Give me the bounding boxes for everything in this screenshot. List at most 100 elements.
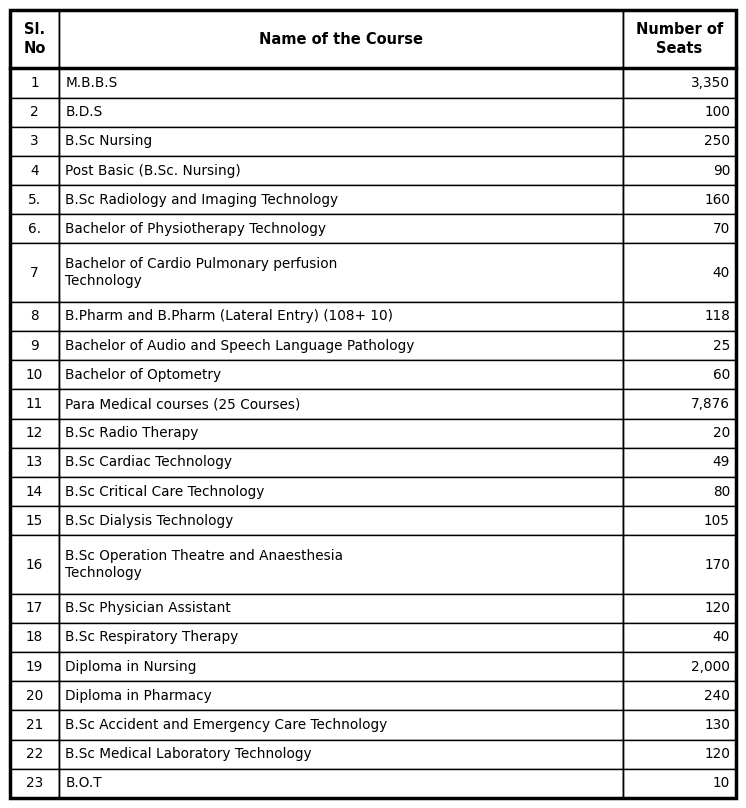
Bar [623,302,736,331]
Text: 11: 11 [26,397,43,411]
Bar [623,681,736,710]
Bar [60,739,623,769]
Text: 160: 160 [704,192,730,207]
Text: 20: 20 [712,426,730,440]
Bar [623,506,736,536]
Bar [60,448,623,477]
Bar [10,769,60,798]
Text: 3: 3 [31,134,39,149]
Text: 130: 130 [704,718,730,732]
Bar [60,652,623,681]
Bar [623,214,736,243]
Bar [623,739,736,769]
Bar [60,419,623,448]
Text: 17: 17 [26,601,43,616]
Text: 20: 20 [26,689,43,703]
Text: 19: 19 [26,659,43,674]
Text: 118: 118 [704,309,730,323]
Bar [623,652,736,681]
Bar [623,769,736,798]
Text: Bachelor of Audio and Speech Language Pathology: Bachelor of Audio and Speech Language Pa… [66,339,415,352]
Text: 170: 170 [704,558,730,571]
Bar [623,536,736,594]
Text: B.Sc Accident and Emergency Care Technology: B.Sc Accident and Emergency Care Technol… [66,718,388,732]
Text: 60: 60 [712,368,730,382]
Bar [10,331,60,360]
Text: 100: 100 [704,105,730,119]
Bar [60,360,623,389]
Text: 10: 10 [712,776,730,790]
Bar [60,98,623,127]
Text: 120: 120 [704,747,730,761]
Bar [10,652,60,681]
Bar [60,681,623,710]
Bar [10,10,60,69]
Bar [10,448,60,477]
Text: B.Sc Nursing: B.Sc Nursing [66,134,152,149]
Bar [10,69,60,98]
Text: 3,350: 3,350 [691,76,730,90]
Bar [10,419,60,448]
Bar [623,477,736,506]
Text: 40: 40 [712,630,730,645]
Text: 105: 105 [704,514,730,528]
Bar [623,623,736,652]
Text: B.Sc Respiratory Therapy: B.Sc Respiratory Therapy [66,630,239,645]
Bar [60,10,623,69]
Text: 250: 250 [704,134,730,149]
Bar [623,69,736,98]
Bar [10,243,60,302]
Text: B.O.T: B.O.T [66,776,102,790]
Bar [10,185,60,214]
Bar [10,739,60,769]
Text: 7,876: 7,876 [691,397,730,411]
Text: Bachelor of Cardio Pulmonary perfusion
Technology: Bachelor of Cardio Pulmonary perfusion T… [66,257,338,288]
Text: Bachelor of Optometry: Bachelor of Optometry [66,368,222,382]
Text: B.Sc Radiology and Imaging Technology: B.Sc Radiology and Imaging Technology [66,192,339,207]
Text: Para Medical courses (25 Courses): Para Medical courses (25 Courses) [66,397,301,411]
Text: Diploma in Nursing: Diploma in Nursing [66,659,197,674]
Text: 49: 49 [712,456,730,469]
Bar [10,389,60,419]
Bar [60,710,623,739]
Text: B.Sc Physician Assistant: B.Sc Physician Assistant [66,601,231,616]
Bar [10,156,60,185]
Bar [60,477,623,506]
Bar [60,302,623,331]
Text: 12: 12 [26,426,43,440]
Bar [10,623,60,652]
Text: 1: 1 [31,76,39,90]
Bar [60,506,623,536]
Text: 15: 15 [26,514,43,528]
Bar [623,156,736,185]
Text: 16: 16 [26,558,43,571]
Text: B.Sc Dialysis Technology: B.Sc Dialysis Technology [66,514,233,528]
Text: 23: 23 [26,776,43,790]
Bar [60,331,623,360]
Bar [623,331,736,360]
Text: 2: 2 [31,105,39,119]
Text: B.Sc Medical Laboratory Technology: B.Sc Medical Laboratory Technology [66,747,312,761]
Text: Sl.
No: Sl. No [23,23,46,56]
Text: Diploma in Pharmacy: Diploma in Pharmacy [66,689,212,703]
Text: 5.: 5. [28,192,41,207]
Bar [623,448,736,477]
Bar [60,243,623,302]
Bar [10,302,60,331]
Bar [623,10,736,69]
Text: 80: 80 [712,485,730,499]
Text: 25: 25 [712,339,730,352]
Bar [623,185,736,214]
Bar [623,360,736,389]
Bar [60,214,623,243]
Text: B.Sc Radio Therapy: B.Sc Radio Therapy [66,426,198,440]
Bar [623,389,736,419]
Text: B.Sc Critical Care Technology: B.Sc Critical Care Technology [66,485,265,499]
Text: 240: 240 [704,689,730,703]
Text: 8: 8 [31,309,39,323]
Text: 7: 7 [31,266,39,280]
Text: 90: 90 [712,163,730,178]
Bar [60,389,623,419]
Text: 40: 40 [712,266,730,280]
Bar [10,214,60,243]
